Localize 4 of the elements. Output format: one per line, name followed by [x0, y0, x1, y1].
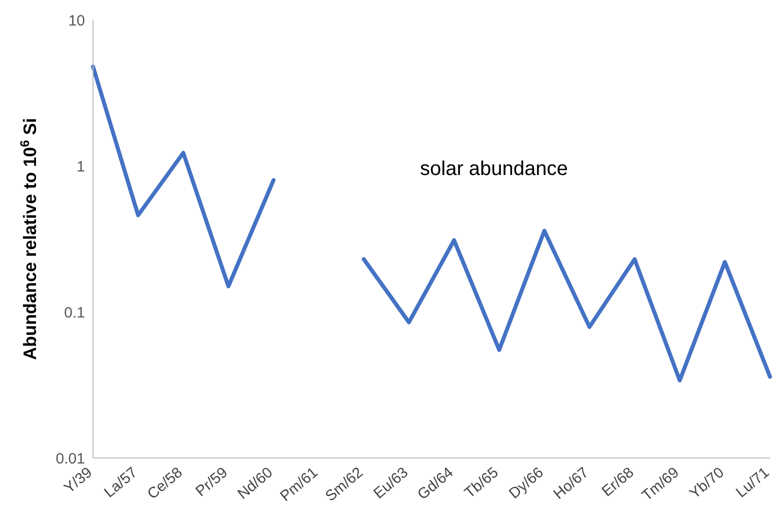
y-tick-label: 10 [68, 12, 85, 30]
y-tick-label: 1 [76, 158, 85, 176]
y-tick-label: 0.1 [64, 304, 85, 322]
annotation: solar abundance [420, 158, 568, 181]
